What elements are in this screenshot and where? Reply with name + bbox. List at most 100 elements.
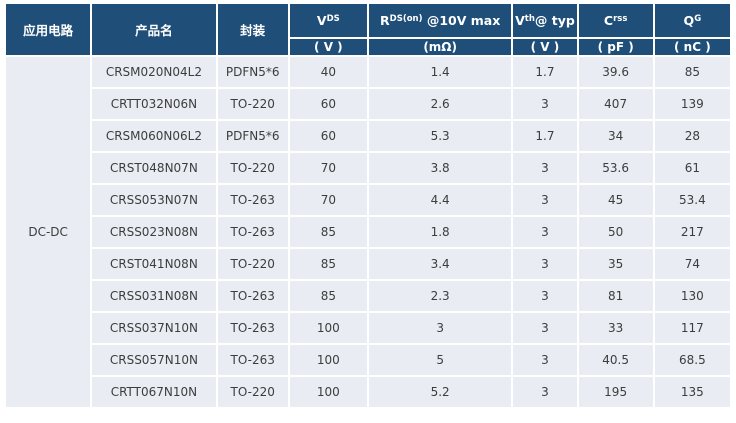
- vds-cell: 70: [289, 185, 367, 215]
- mosfet-spec-table: 应用电路 产品名 封装 VDS RDS(on) @10V max Vth@ ty…: [4, 2, 732, 409]
- vth-cell: 3: [513, 281, 577, 311]
- vth-cell: 1.7: [513, 57, 577, 87]
- qg-cell: 28: [654, 121, 730, 151]
- product-name-cell: CRSS053N07N: [92, 185, 216, 215]
- qg-cell: 217: [654, 217, 730, 247]
- vth-symbol: V: [515, 13, 525, 29]
- table-row: CRSS037N10N TO-263 100 3 3 33 117: [6, 313, 730, 343]
- rds-symbol: R: [380, 13, 390, 29]
- rds-on-cell: 4.4: [368, 185, 512, 215]
- vds-cell: 40: [289, 57, 367, 87]
- vth-cell: 3: [513, 249, 577, 279]
- header-row-main: 应用电路 产品名 封装 VDS RDS(on) @10V max Vth@ ty…: [6, 4, 730, 55]
- vth-cell: 3: [513, 313, 577, 343]
- crss-cell: 40.5: [578, 345, 653, 375]
- package-cell: TO-220: [217, 377, 288, 407]
- product-name-cell: CRST041N08N: [92, 249, 216, 279]
- column-header-vds: VDS: [289, 4, 367, 38]
- crss-cell: 35: [578, 249, 653, 279]
- product-name-cell: CRSS057N10N: [92, 345, 216, 375]
- vds-cell: 60: [289, 121, 367, 151]
- product-name-cell: CRSM060N06L2: [92, 121, 216, 151]
- product-name-cell: CRST048N07N: [92, 153, 216, 183]
- crss-cell: 407: [578, 89, 653, 119]
- qg-symbol: Q: [683, 13, 695, 29]
- table-header: 应用电路 产品名 封装 VDS RDS(on) @10V max Vth@ ty…: [6, 4, 730, 55]
- vds-cell: 85: [289, 281, 367, 311]
- crss-cell: 39.6: [578, 57, 653, 87]
- vth-cell: 3: [513, 345, 577, 375]
- vds-cell: 100: [289, 345, 367, 375]
- table-row: CRSS053N07N TO-263 70 4.4 3 45 53.4: [6, 185, 730, 215]
- product-name-cell: CRSS037N10N: [92, 313, 216, 343]
- qg-cell: 85: [654, 57, 730, 87]
- column-header-package: 封装: [217, 4, 288, 55]
- rds-on-cell: 2.6: [368, 89, 512, 119]
- header-row-units: ( V ) (mΩ) ( V ) ( pF ) ( nC ): [6, 39, 730, 55]
- application-circuit-cell: DC-DC: [6, 57, 91, 407]
- rds-on-cell: 5: [368, 345, 512, 375]
- vds-subscript: DS: [326, 14, 340, 25]
- qg-cell: 74: [654, 249, 730, 279]
- rds-suffix: @10V max: [422, 13, 501, 29]
- crss-cell: 81: [578, 281, 653, 311]
- column-header-qg: QG: [654, 4, 730, 38]
- rds-on-cell: 1.4: [368, 57, 512, 87]
- qg-cell: 139: [654, 89, 730, 119]
- package-cell: TO-220: [217, 249, 288, 279]
- qg-cell: 61: [654, 153, 730, 183]
- package-cell: TO-263: [217, 281, 288, 311]
- unit-qg: ( nC ): [654, 39, 730, 55]
- rds-subscript: DS(on): [389, 14, 423, 25]
- table-row: CRTT032N06N TO-220 60 2.6 3 407 139: [6, 89, 730, 119]
- vds-cell: 100: [289, 313, 367, 343]
- package-cell: PDFN5*6: [217, 121, 288, 151]
- vds-cell: 70: [289, 153, 367, 183]
- crss-symbol: C: [603, 13, 614, 29]
- crss-cell: 33: [578, 313, 653, 343]
- qg-cell: 117: [654, 313, 730, 343]
- table-row: CRTT067N10N TO-220 100 5.2 3 195 135: [6, 377, 730, 407]
- unit-rds: (mΩ): [368, 39, 512, 55]
- vds-cell: 100: [289, 377, 367, 407]
- product-name-cell: CRSS031N08N: [92, 281, 216, 311]
- rds-on-cell: 5.2: [368, 377, 512, 407]
- vth-suffix: @ typ: [534, 13, 575, 29]
- product-name-cell: CRSM020N04L2: [92, 57, 216, 87]
- qg-subscript: G: [694, 14, 702, 25]
- vth-subscript: th: [524, 14, 535, 25]
- package-cell: PDFN5*6: [217, 57, 288, 87]
- product-name-cell: CRTT067N10N: [92, 377, 216, 407]
- vth-cell: 1.7: [513, 121, 577, 151]
- column-header-product-name: 产品名: [92, 4, 216, 55]
- vds-cell: 60: [289, 89, 367, 119]
- qg-cell: 68.5: [654, 345, 730, 375]
- vth-cell: 3: [513, 217, 577, 247]
- column-header-vth: Vth@ typ: [513, 4, 577, 38]
- unit-vth: ( V ): [513, 39, 577, 55]
- table-row: CRSM060N06L2 PDFN5*6 60 5.3 1.7 34 28: [6, 121, 730, 151]
- crss-cell: 53.6: [578, 153, 653, 183]
- package-cell: TO-220: [217, 153, 288, 183]
- package-cell: TO-263: [217, 345, 288, 375]
- unit-crss: ( pF ): [578, 39, 653, 55]
- vth-cell: 3: [513, 89, 577, 119]
- rds-on-cell: 3.8: [368, 153, 512, 183]
- crss-cell: 34: [578, 121, 653, 151]
- product-name-cell: CRTT032N06N: [92, 89, 216, 119]
- column-header-crss: Crss: [578, 4, 653, 38]
- rds-on-cell: 1.8: [368, 217, 512, 247]
- package-cell: TO-220: [217, 89, 288, 119]
- vth-cell: 3: [513, 185, 577, 215]
- crss-subscript: rss: [613, 14, 628, 25]
- table-row: CRSS031N08N TO-263 85 2.3 3 81 130: [6, 281, 730, 311]
- package-cell: TO-263: [217, 313, 288, 343]
- table-row: CRSS057N10N TO-263 100 5 3 40.5 68.5: [6, 345, 730, 375]
- table-row: CRST048N07N TO-220 70 3.8 3 53.6 61: [6, 153, 730, 183]
- column-header-application-circuit: 应用电路: [6, 4, 91, 55]
- crss-cell: 50: [578, 217, 653, 247]
- qg-cell: 130: [654, 281, 730, 311]
- rds-on-cell: 5.3: [368, 121, 512, 151]
- unit-vds: ( V ): [289, 39, 367, 55]
- package-cell: TO-263: [217, 217, 288, 247]
